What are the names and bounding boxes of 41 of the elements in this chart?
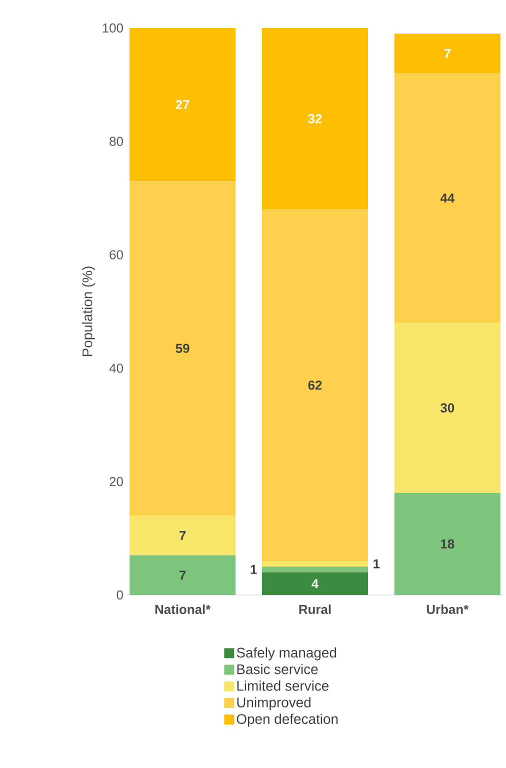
data-label: 62 (308, 380, 322, 390)
bar (262, 566, 368, 572)
data-label: 1 (250, 565, 257, 574)
data-label: 32 (308, 114, 322, 124)
data-label: 4 (312, 579, 319, 588)
bar (394, 34, 500, 74)
bar (262, 572, 368, 595)
bar (130, 516, 236, 556)
data-label: 18 (441, 539, 454, 549)
bar (130, 28, 236, 182)
data-label: 1 (374, 559, 380, 568)
y-tick-label: 80 (110, 136, 123, 146)
x-tick-label: National* (155, 604, 211, 614)
data-label: 44 (440, 194, 455, 203)
y-tick-label: 60 (110, 250, 123, 260)
y-tick-label: 40 (109, 364, 123, 373)
x-tick-label: Urban* (426, 604, 469, 614)
legend-label: Limited service (237, 680, 329, 691)
y-tick-label: 0 (116, 590, 123, 600)
bar (394, 322, 500, 493)
bar (262, 28, 368, 210)
y-tick-label: 100 (102, 23, 123, 33)
legend-label: Open defecation (236, 714, 338, 727)
bar (394, 492, 500, 595)
data-label: 7 (444, 49, 450, 58)
y-axis-title: Population (%) (82, 266, 96, 356)
data-label: 7 (180, 570, 186, 580)
x-tick-label: Rural (299, 604, 331, 614)
y-tick-label: 20 (110, 477, 123, 486)
legend-label: Basic service (237, 664, 318, 674)
bar (262, 560, 368, 567)
bar (130, 555, 236, 595)
data-label: 59 (176, 344, 190, 353)
data-label: 27 (176, 100, 190, 110)
data-label: 7 (180, 531, 186, 540)
bar (262, 209, 368, 561)
legend-label: Safely managed (236, 647, 336, 660)
bar (394, 73, 500, 323)
legend-label: Unimproved (237, 697, 310, 710)
data-label: 30 (440, 403, 454, 412)
bar (130, 181, 236, 516)
